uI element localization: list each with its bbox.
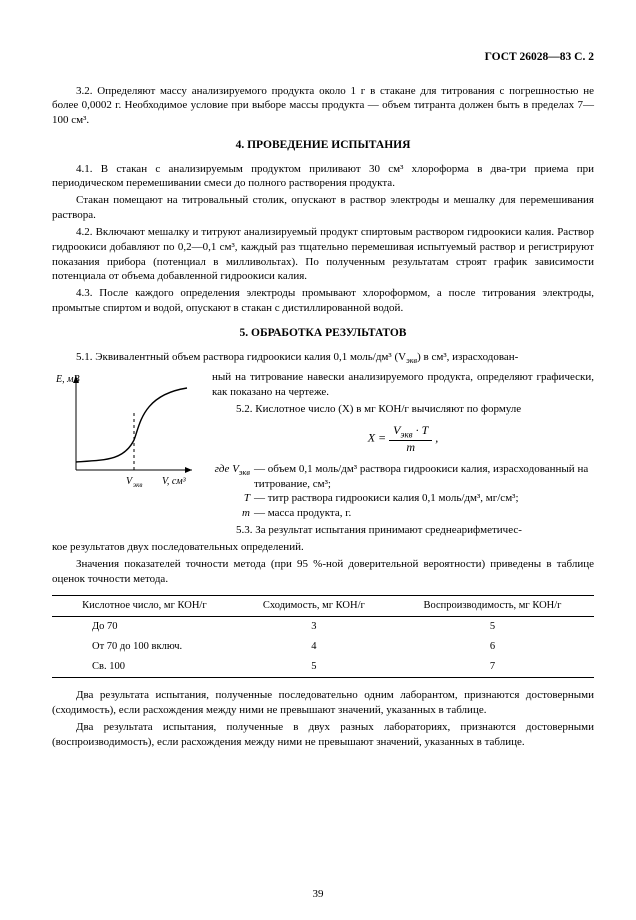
formula-num-sub: экв: [401, 430, 413, 440]
paragraph-convergence: Два результата испытания, полученные пос…: [52, 688, 594, 718]
cell-0-1: 3: [237, 616, 391, 637]
p5-1-lead: 5.1. Эквивалентный объем раствора гидроо…: [76, 351, 406, 363]
page-header-code: ГОСТ 26028—83 С. 2: [52, 50, 594, 66]
formula-x: X = Vэкв · T m ,: [212, 424, 594, 453]
paragraph-5-1-lead: 5.1. Эквивалентный объем раствора гидроо…: [52, 350, 594, 366]
cell-2-0: Св. 100: [52, 657, 237, 678]
paragraph-4-2: 4.2. Включают мешалку и титруют анализир…: [52, 225, 594, 284]
graph-svg: E, мВ V экв V, см³: [52, 370, 202, 500]
formula-tail: ,: [435, 431, 438, 445]
where-1-txt: — титр раствора гидроокиси калия 0,1 мол…: [254, 491, 594, 506]
p5-1-sub: экв: [406, 356, 417, 365]
svg-text:V, см³: V, см³: [162, 476, 187, 487]
paragraph-5-3b: кое результатов двух последовательных оп…: [52, 540, 594, 555]
formula-lhs: X =: [368, 431, 386, 445]
cell-0-0: До 70: [52, 616, 237, 637]
table-row: До 70 3 5: [52, 616, 594, 637]
table-row: Св. 100 5 7: [52, 657, 594, 678]
cell-0-2: 5: [391, 616, 594, 637]
where-0-sym: V: [232, 463, 239, 475]
p5-1-tail: ) в см³, израсходован-: [417, 351, 518, 363]
formula-num-b: · T: [416, 423, 429, 437]
where-0-sub: экв: [239, 468, 250, 477]
svg-text:экв: экв: [133, 481, 142, 489]
table-header-row: Кислотное число, мг КОН/г Сходимость, мг…: [52, 595, 594, 616]
col-1-header: Сходимость, мг КОН/г: [237, 595, 391, 616]
cell-1-1: 4: [237, 637, 391, 657]
graph-text-row: E, мВ V экв V, см³ ный на титрование нав…: [52, 370, 594, 540]
accuracy-table: Кислотное число, мг КОН/г Сходимость, мг…: [52, 595, 594, 679]
paragraph-reproducibility: Два результата испытания, полученные в д…: [52, 720, 594, 750]
titration-graph: E, мВ V экв V, см³: [52, 370, 202, 505]
where-1-sym: T: [244, 492, 250, 504]
where-0-txt: — объем 0,1 моль/дм³ раствора гидроокиси…: [254, 462, 594, 492]
paragraph-4-1a: 4.1. В стакан с анализируемым продуктом …: [52, 162, 594, 192]
where-2-txt: — масса продукта, г.: [254, 506, 594, 521]
formula-fraction: Vэкв · T m: [389, 424, 432, 453]
page-number: 39: [0, 887, 636, 902]
col-2-header: Воспроизводимость, мг КОН/г: [391, 595, 594, 616]
where-block: где Vэкв — объем 0,1 моль/дм³ раствора г…: [212, 462, 594, 521]
paragraph-4-3: 4.3. После каждого определения электроды…: [52, 286, 594, 316]
paragraph-accuracy: Значения показателей точности метода (пр…: [52, 557, 594, 587]
section-4-title: 4. ПРОВЕДЕНИЕ ИСПЫТАНИЯ: [52, 138, 594, 154]
cell-1-0: От 70 до 100 включ.: [52, 637, 237, 657]
cell-1-2: 6: [391, 637, 594, 657]
paragraph-5-2: 5.2. Кислотное число (X) в мг КОН/г вычи…: [212, 402, 594, 417]
where-2-sym: m: [242, 507, 250, 519]
col-0-header: Кислотное число, мг КОН/г: [52, 595, 237, 616]
paragraph-5-1-cont: ный на титрование навески анализируемого…: [212, 370, 594, 400]
cell-2-2: 7: [391, 657, 594, 678]
paragraph-4-1b: Стакан помещают на титровальный столик, …: [52, 193, 594, 223]
formula-den: m: [389, 441, 432, 454]
paragraph-5-3a: 5.3. За результат испытания принимают ср…: [212, 523, 594, 538]
section-5-title: 5. ОБРАБОТКА РЕЗУЛЬТАТОВ: [52, 326, 594, 342]
where-intro: где: [215, 463, 233, 475]
formula-num-a: V: [393, 423, 400, 437]
graph-side-text: ный на титрование навески анализируемого…: [212, 370, 594, 540]
cell-2-1: 5: [237, 657, 391, 678]
table-row: От 70 до 100 включ. 4 6: [52, 637, 594, 657]
paragraph-3-2: 3.2. Определяют массу анализируемого про…: [52, 84, 594, 129]
